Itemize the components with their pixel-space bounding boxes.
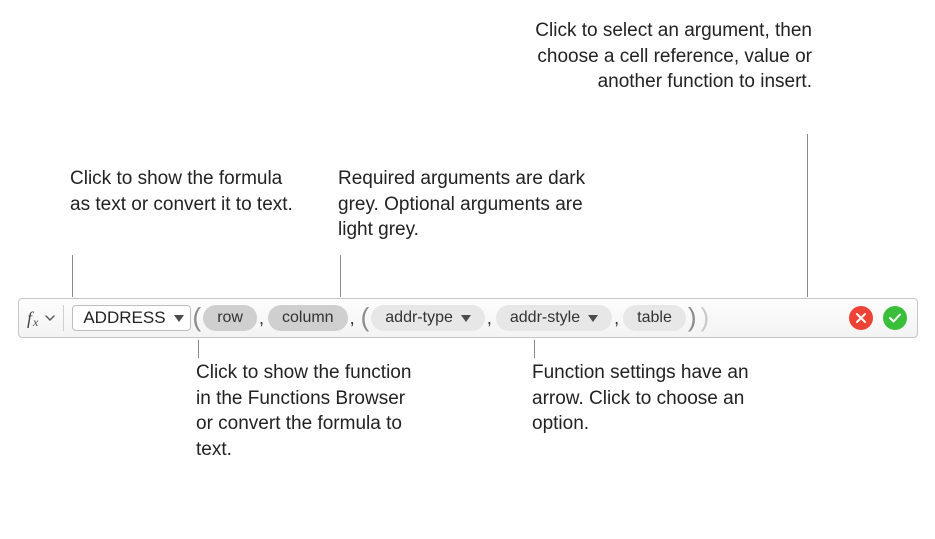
- function-name: ADDRESS: [83, 308, 165, 328]
- function-chip[interactable]: ADDRESS: [72, 305, 190, 331]
- leader-line: [534, 340, 535, 358]
- check-icon: [888, 312, 902, 324]
- arg-table[interactable]: table: [623, 305, 686, 331]
- arg-row[interactable]: row: [203, 305, 257, 331]
- arg-column[interactable]: column: [268, 305, 348, 331]
- leader-line: [807, 134, 808, 297]
- formula-editor-bar: fx ADDRESS ( row , column , ( addr-type …: [18, 298, 918, 338]
- chevron-down-icon: [45, 315, 55, 322]
- leader-line: [198, 340, 199, 358]
- fx-label: f: [27, 308, 32, 329]
- arg-label: row: [217, 309, 243, 327]
- callout-arg-shading: Required arguments are dark grey. Option…: [338, 166, 618, 243]
- fx-menu[interactable]: fx: [25, 299, 61, 337]
- callout-function-browser: Click to show the function in the Functi…: [196, 360, 416, 463]
- arg-label: column: [282, 309, 334, 327]
- comma: ,: [485, 308, 496, 329]
- callout-select-argument: Click to select an argument, then choose…: [502, 18, 812, 95]
- open-paren: (: [191, 302, 204, 333]
- close-paren-optional: ): [686, 302, 699, 333]
- arg-addr-style[interactable]: addr-style: [496, 305, 612, 331]
- arg-label: table: [637, 309, 672, 327]
- fx-label-sub: x: [33, 315, 38, 330]
- leader-line: [72, 255, 73, 297]
- cancel-button[interactable]: [849, 306, 873, 330]
- triangle-down-icon: [588, 315, 598, 322]
- comma: ,: [612, 308, 623, 329]
- triangle-down-icon: [174, 315, 184, 322]
- comma: ,: [257, 308, 268, 329]
- leader-line: [340, 255, 341, 297]
- accept-button[interactable]: [883, 306, 907, 330]
- comma: ,: [348, 308, 359, 329]
- formula-token-area[interactable]: ADDRESS ( row , column , ( addr-type , a…: [68, 303, 839, 334]
- callout-settings-arrow: Function settings have an arrow. Click t…: [532, 360, 772, 437]
- formula-actions: [839, 306, 911, 330]
- x-icon: [855, 312, 867, 324]
- arg-label: addr-type: [385, 309, 453, 327]
- close-paren: ): [699, 302, 712, 333]
- open-paren-optional: (: [359, 302, 372, 333]
- arg-addr-type[interactable]: addr-type: [371, 305, 485, 331]
- arg-label: addr-style: [510, 309, 580, 327]
- triangle-down-icon: [461, 315, 471, 322]
- callout-fx: Click to show the formula as text or con…: [70, 166, 300, 217]
- divider: [63, 305, 64, 331]
